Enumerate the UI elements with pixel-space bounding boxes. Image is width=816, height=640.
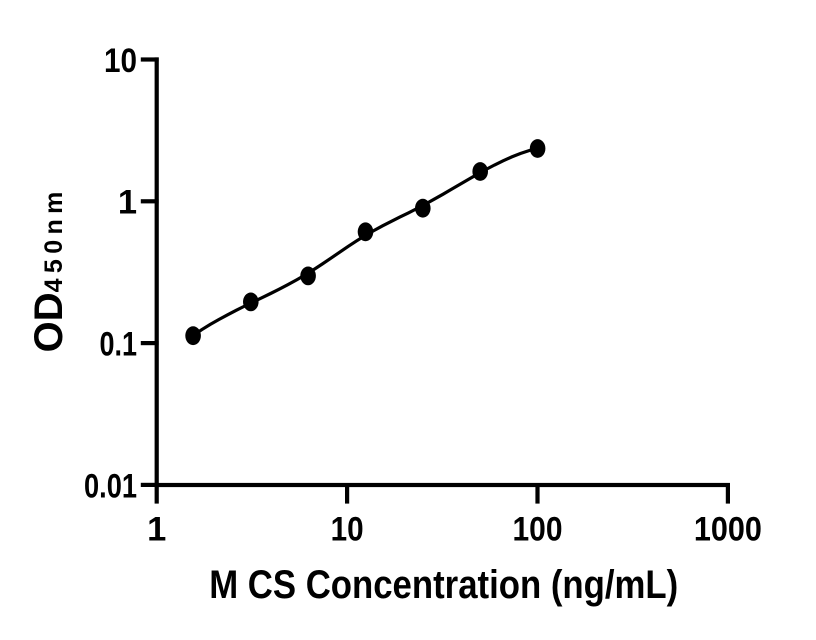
- svg-text:100: 100: [513, 510, 563, 548]
- svg-text:0.1: 0.1: [100, 326, 138, 364]
- svg-text:1: 1: [118, 184, 137, 222]
- svg-text:1000: 1000: [694, 510, 762, 548]
- svg-text:0.01: 0.01: [84, 467, 137, 505]
- svg-text:1: 1: [147, 510, 166, 548]
- svg-text:M CS Concentration (ng/mL): M CS Concentration (ng/mL): [209, 563, 678, 607]
- svg-text:10: 10: [331, 510, 364, 548]
- svg-text:10: 10: [104, 42, 137, 80]
